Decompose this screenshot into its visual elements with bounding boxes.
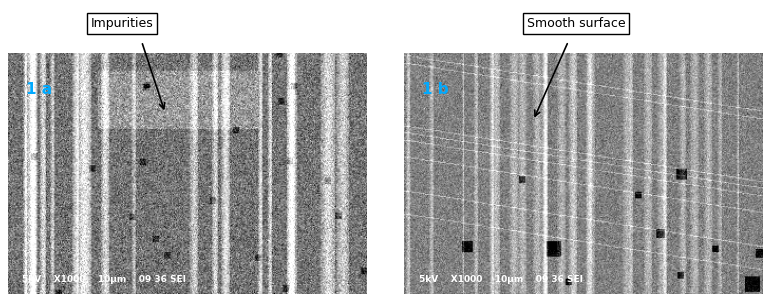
Text: 5kV    X1000    10μm    09 36 SEI: 5kV X1000 10μm 09 36 SEI <box>419 275 583 284</box>
Text: 1 a: 1 a <box>25 82 52 97</box>
Text: Impurities: Impurities <box>91 17 154 30</box>
Text: Smooth surface: Smooth surface <box>527 17 625 30</box>
Text: 5kV    X1000    10μm    09 36 SEI: 5kV X1000 10μm 09 36 SEI <box>22 275 186 284</box>
Text: 1 b: 1 b <box>422 82 449 97</box>
